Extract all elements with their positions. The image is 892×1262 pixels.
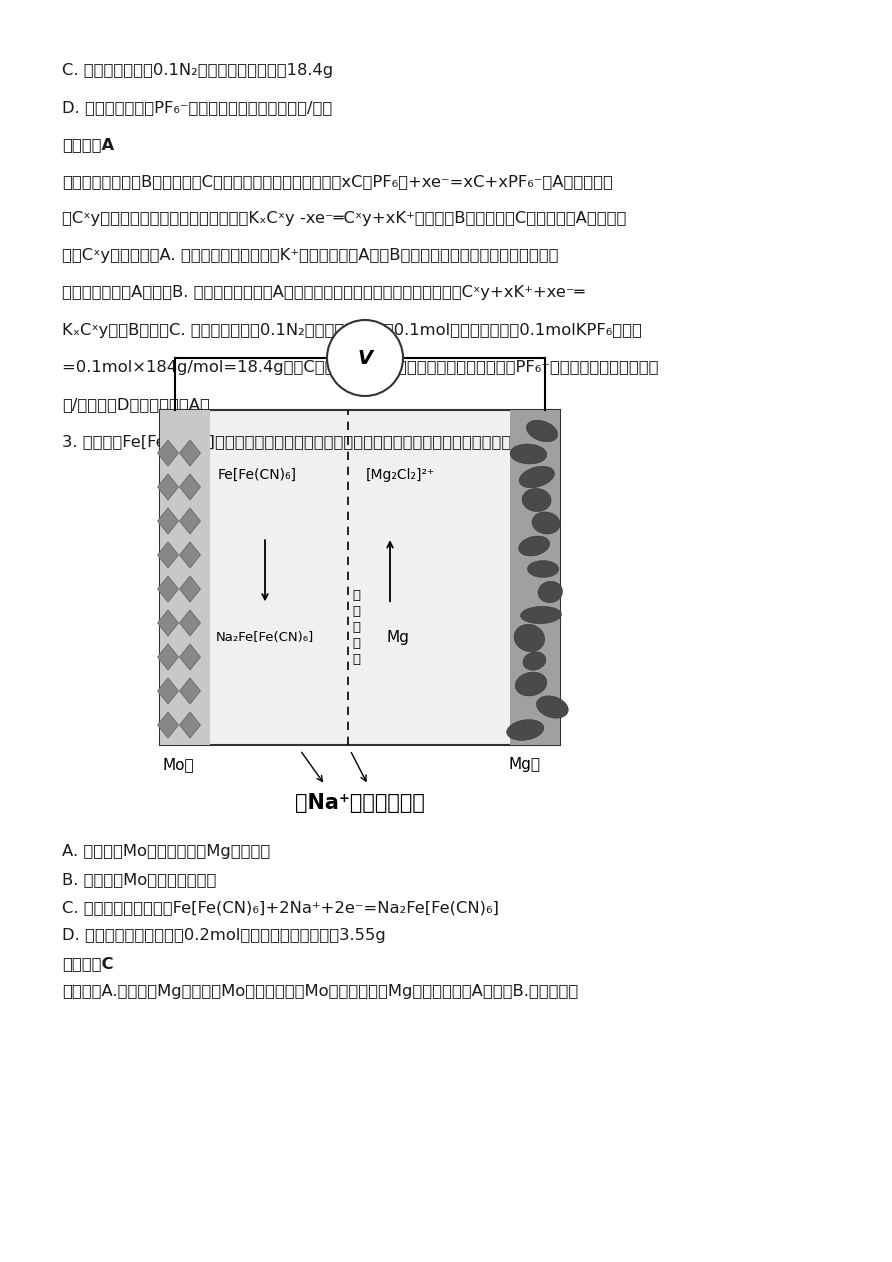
Ellipse shape	[538, 582, 563, 603]
Polygon shape	[179, 644, 201, 670]
Polygon shape	[179, 509, 201, 534]
Ellipse shape	[522, 488, 551, 511]
Text: Mg: Mg	[386, 630, 409, 645]
Ellipse shape	[518, 536, 549, 557]
Polygon shape	[179, 712, 201, 738]
Text: D. 充电时，外电路中通过0.2mol电子时，阴极质量增加3.55g: D. 充电时，外电路中通过0.2mol电子时，阴极质量增加3.55g	[62, 929, 385, 943]
Polygon shape	[179, 475, 201, 500]
Polygon shape	[158, 644, 178, 670]
Ellipse shape	[521, 606, 561, 623]
Polygon shape	[158, 678, 178, 704]
Text: 【答案】A: 【答案】A	[62, 138, 114, 153]
Text: 留在溶液中，故A错误；B. 充电时为电解池，A极为电解池的阴极，反应的电极反应式为Cˣy+xK⁺+xe⁻═: 留在溶液中，故A错误；B. 充电时为电解池，A极为电解池的阴极，反应的电极反应式…	[62, 285, 584, 300]
Ellipse shape	[510, 444, 547, 464]
Ellipse shape	[527, 560, 558, 578]
Text: KₓCˣy，故B正确；C. 放电时，每转移0.1N₂电子时，物质的量为0.1mol，电解质增重为0.1molKPF₆，质量: KₓCˣy，故B正确；C. 放电时，每转移0.1N₂电子时，物质的量为0.1mo…	[62, 323, 642, 337]
Text: Mo箔: Mo箔	[162, 757, 194, 772]
Polygon shape	[158, 541, 178, 568]
Polygon shape	[179, 610, 201, 636]
Ellipse shape	[532, 512, 560, 534]
Text: 3. 以柏林绾Fe[Fe(CN)₆]为代表的新型可充电钓离子电池，其放电工作原理如图所示。下列说法正确的是: 3. 以柏林绾Fe[Fe(CN)₆]为代表的新型可充电钓离子电池，其放电工作原理…	[62, 434, 561, 449]
Text: =0.1mol×184g/mol=18.4g，故C正确；D. 充放电过程中，阴离子移向阳极，PF₆⁻在碳微球电极上可逆地嵌: =0.1mol×184g/mol=18.4g，故C正确；D. 充放电过程中，阴离…	[62, 360, 658, 375]
Text: 入/脱嵌，故D正确；故选：A。: 入/脱嵌，故D正确；故选：A。	[62, 396, 210, 411]
Bar	[160, 410, 210, 745]
Text: （Cˣy）是负极，负极电极反应方程式为KₓCˣy -xe⁻═Cˣy+xK⁺；充电时B为碳微球（C）是阳极，A为膨胀石: （Cˣy）是负极，负极电极反应方程式为KₓCˣy -xe⁻═Cˣy+xK⁺；充电…	[62, 211, 626, 226]
Circle shape	[327, 321, 403, 396]
Text: C. 放电时，正极反应为Fe[Fe(CN)₆]+2Na⁺+2e⁻=Na₂Fe[Fe(CN)₆]: C. 放电时，正极反应为Fe[Fe(CN)₆]+2Na⁺+2e⁻=Na₂Fe[F…	[62, 900, 499, 915]
Ellipse shape	[507, 719, 544, 741]
Polygon shape	[158, 509, 178, 534]
Bar	[510, 410, 560, 745]
Polygon shape	[179, 678, 201, 704]
Text: Mg箔: Mg箔	[508, 757, 540, 772]
Polygon shape	[179, 541, 201, 568]
Text: 【答案】C: 【答案】C	[62, 957, 113, 972]
Text: A. 放电时，Mo箔上的电势比Mg箔上的低: A. 放电时，Mo箔上的电势比Mg箔上的低	[62, 844, 270, 859]
Polygon shape	[158, 475, 178, 500]
Polygon shape	[179, 575, 201, 602]
Polygon shape	[158, 575, 178, 602]
Text: 【解析】A.放电时，Mg作负极，Mo作正极，所以Mo箔上的电势比Mg箔上的高，故A错误；B.充电时，电: 【解析】A.放电时，Mg作负极，Mo作正极，所以Mo箔上的电势比Mg箔上的高，故…	[62, 984, 578, 1000]
Ellipse shape	[516, 673, 547, 695]
Text: 含Na⁺的有机电解质: 含Na⁺的有机电解质	[295, 793, 425, 813]
Ellipse shape	[519, 466, 555, 488]
Text: V: V	[358, 348, 373, 367]
Text: Fe[Fe(CN)₆]: Fe[Fe(CN)₆]	[218, 468, 297, 482]
Text: D. 充放电过程中，PF₆⁻在碳微球电极上可逆地嵌入/脱嵌: D. 充放电过程中，PF₆⁻在碳微球电极上可逆地嵌入/脱嵌	[62, 100, 332, 115]
Text: [Mg₂Cl₂]²⁺: [Mg₂Cl₂]²⁺	[366, 468, 435, 482]
Text: 墨（Cˣy）是阴极。A. 放电时为原电池反应，K⁺在电解质中由A极向B极迁移，但并未嵌入碳微球中，而是: 墨（Cˣy）是阴极。A. 放电时为原电池反应，K⁺在电解质中由A极向B极迁移，但…	[62, 249, 558, 264]
Polygon shape	[158, 610, 178, 636]
Bar	[160, 410, 560, 745]
Ellipse shape	[526, 420, 558, 442]
Polygon shape	[158, 712, 178, 738]
Polygon shape	[179, 440, 201, 466]
Ellipse shape	[523, 651, 546, 670]
Polygon shape	[158, 440, 178, 466]
Ellipse shape	[514, 625, 545, 651]
Text: C. 放电时，每转移0.1N₂电子时，电解质增重18.4g: C. 放电时，每转移0.1N₂电子时，电解质增重18.4g	[62, 63, 333, 78]
Text: B. 充电时，Mo箔接电源的负极: B. 充电时，Mo箔接电源的负极	[62, 872, 217, 887]
Text: 【解析】放电时，B为碳微球（C）是正极，电极反应方程式为xC（PF₆）+xe⁻=xC+xPF₆⁻，A为膨胀石墨: 【解析】放电时，B为碳微球（C）是正极，电极反应方程式为xC（PF₆）+xe⁻=…	[62, 174, 613, 189]
Ellipse shape	[536, 695, 568, 718]
Text: 离
子
交
换
膜: 离 子 交 换 膜	[352, 589, 360, 666]
Text: Na₂Fe[Fe(CN)₆]: Na₂Fe[Fe(CN)₆]	[216, 631, 314, 645]
